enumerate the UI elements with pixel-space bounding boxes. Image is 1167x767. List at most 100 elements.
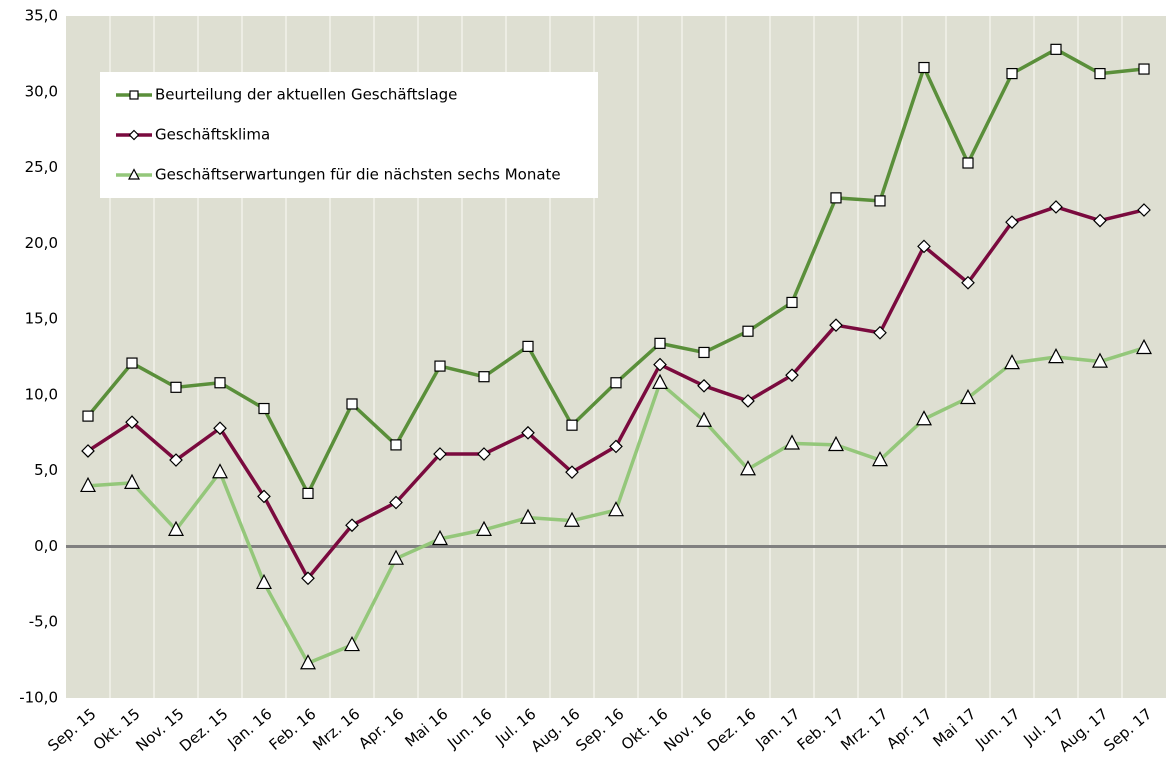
marker-square [830,192,842,204]
legend-label: Geschäftsklima [155,126,270,144]
marker-triangle [828,435,844,452]
x-tick-label: Dez. 16 [704,705,759,756]
x-tick-label: Okt. 15 [90,705,144,754]
y-tick-label: 25,0 [25,158,58,176]
x-tick-label: Mai 17 [929,705,979,751]
marker-triangle [1004,354,1020,370]
y-tick-label: 0,0 [34,537,58,555]
marker-diamond [1005,215,1019,229]
marker-triangle [124,473,140,489]
x-tick-label: Okt. 16 [618,705,672,754]
marker-square [522,340,534,352]
marker-square [786,296,798,309]
x-tick-label: Nov. 15 [132,705,187,755]
y-tick-label: 10,0 [25,385,58,403]
marker-square [170,381,182,393]
x-tick-label: Mai 16 [401,705,451,751]
marker-triangle [872,451,888,467]
x-tick-label: Aug. 17 [1056,705,1112,756]
x-tick-label: Nov. 16 [660,705,715,755]
x-tick-label: Aug. 16 [528,705,584,756]
marker-diamond [301,571,315,586]
marker-triangle [1048,348,1064,364]
marker-diamond [609,439,623,454]
marker-triangle [1092,352,1108,368]
marker-triangle [128,168,140,180]
marker-triangle [212,463,228,479]
marker-diamond [829,318,843,333]
y-tick-label: 15,0 [25,310,58,328]
marker-triangle [608,501,624,517]
marker-square [302,487,314,499]
marker-triangle [696,411,712,427]
x-tick-label: Apr. 17 [883,705,935,753]
marker-square [1138,63,1150,75]
marker-diamond [873,325,887,340]
marker-square [1050,43,1062,55]
marker-square [698,346,710,359]
marker-triangle [916,410,932,426]
marker-triangle [1136,338,1152,355]
marker-square [434,360,446,372]
marker-triangle [784,434,800,450]
marker-triangle [476,520,492,536]
x-tick-label: Mrz. 16 [309,705,363,755]
marker-square [1006,67,1018,80]
marker-diamond [1093,213,1107,228]
marker-square [258,402,270,415]
marker-square [610,377,622,389]
marker-square [566,419,578,431]
marker-triangle [960,388,976,405]
legend-label: Geschäftserwartungen für die nächsten se… [155,166,561,184]
marker-square [214,377,226,389]
marker-square [654,337,666,349]
marker-diamond [433,447,447,461]
marker-triangle [432,529,448,546]
marker-diamond [389,495,403,510]
legend-label: Beurteilung der aktuellen Geschäftslage [155,86,457,104]
x-tick-label: Jan. 16 [223,705,275,753]
y-tick-label: 20,0 [25,234,58,252]
x-tick-label: Apr. 16 [355,705,407,753]
x-tick-label: Jun. 16 [443,705,495,753]
marker-square [82,410,94,422]
y-tick-label: -10,0 [19,689,58,707]
marker-square [126,357,138,369]
marker-square [918,61,930,74]
marker-diamond [653,357,667,372]
marker-diamond [213,421,227,436]
legend-box [100,72,598,198]
marker-square [1094,67,1106,80]
marker-square [129,90,139,100]
marker-diamond [917,239,931,254]
marker-diamond [169,453,183,467]
marker-diamond [565,465,579,480]
y-tick-label: -5,0 [29,613,58,631]
marker-diamond [477,447,491,461]
marker-square [874,195,886,207]
marker-square [478,371,490,383]
marker-diamond [81,444,95,458]
x-tick-label: Jun. 17 [971,705,1023,753]
y-tick-label: 35,0 [25,7,58,25]
y-tick-label: 30,0 [25,82,58,100]
marker-triangle [344,635,360,652]
x-tick-label: Feb. 16 [266,705,320,754]
marker-diamond [741,394,755,408]
marker-diamond [521,425,535,440]
marker-square [390,439,402,451]
marker-square [346,398,358,410]
x-tick-label: Mrz. 17 [837,705,891,755]
marker-triangle [256,573,272,590]
marker-diamond [345,518,359,533]
x-tick-label: Sep. 17 [1100,705,1155,755]
marker-triangle [652,373,668,389]
marker-diamond [961,275,975,290]
x-tick-label: Sep. 15 [44,705,99,755]
marker-diamond [697,378,711,393]
marker-square [962,157,974,169]
marker-triangle [168,520,184,536]
x-tick-label: Feb. 17 [794,705,848,754]
x-tick-label: Jan. 17 [751,705,803,753]
marker-diamond [785,368,799,383]
